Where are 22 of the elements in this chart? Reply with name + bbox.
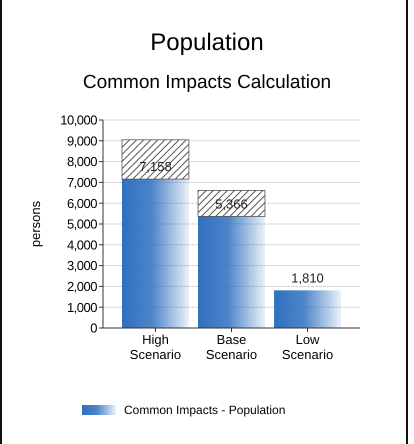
y-tick-label: 3,000 [66,258,98,274]
y-tick-label: 10,000 [60,112,98,128]
legend-label: Common Impacts - Population [124,403,286,418]
y-tick-label: 8,000 [66,154,98,170]
x-tick-label: Low Scenario [282,332,334,362]
y-tick-label: 4,000 [66,237,98,252]
y-tick-label: 5,000 [66,216,98,232]
y-tick-label: 9,000 [66,133,98,148]
chart-subtitle: Common Impacts Calculation [82,72,332,93]
x-tick-label: High Scenario [130,332,182,362]
data-label: 1,810 [291,270,324,286]
y-tick-label: 0 [90,320,98,336]
x-tick-label: Base Scenario [206,332,258,362]
chart-title: Population [150,29,264,56]
bar [122,179,189,328]
y-tick-label: 2,000 [66,278,98,294]
y-tick-label: 1,000 [66,300,98,315]
bar [274,290,341,328]
y-tick-label: 7,000 [66,174,98,190]
bar [198,216,265,328]
y-axis-title: persons [28,200,43,248]
y-tick-label: 6,000 [66,196,98,211]
